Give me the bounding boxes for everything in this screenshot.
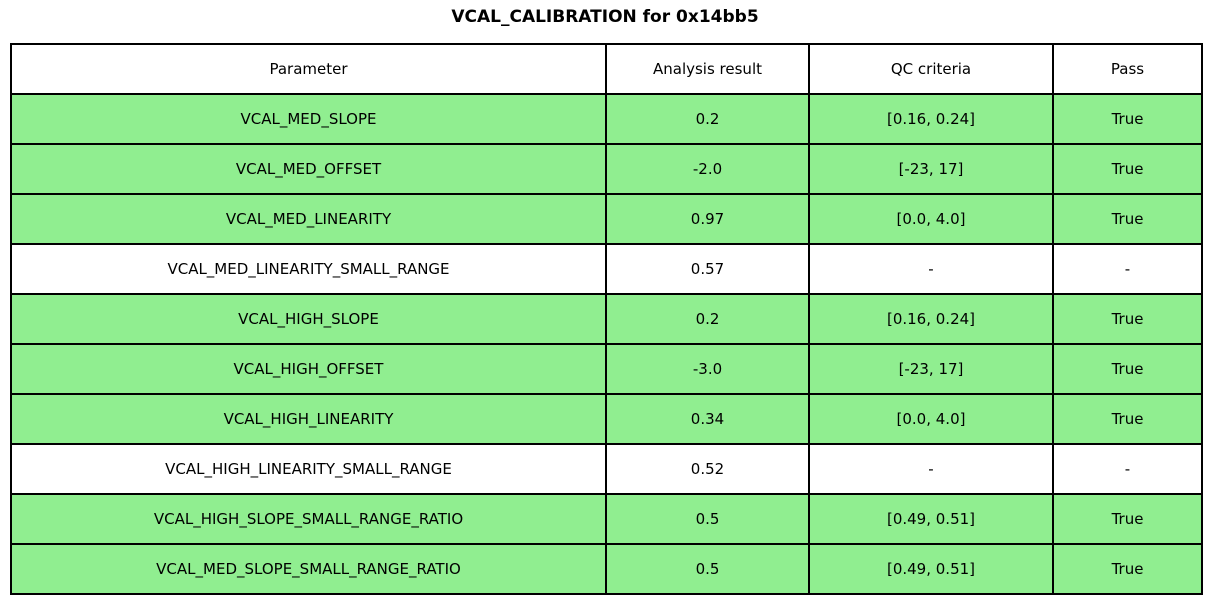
column-header-parameter: Parameter bbox=[10, 43, 607, 95]
column-header-qc-criteria: QC criteria bbox=[808, 43, 1054, 95]
cell-analysis-result: 0.57 bbox=[605, 243, 810, 295]
cell-pass: True bbox=[1052, 293, 1203, 345]
cell-qc-criteria: [-23, 17] bbox=[808, 143, 1054, 195]
cell-parameter: VCAL_HIGH_SLOPE bbox=[10, 293, 607, 345]
table-body: VCAL_MED_SLOPE 0.2 [0.16, 0.24] True VCAL_ME… bbox=[10, 93, 1203, 595]
column-header-analysis-result: Analysis result bbox=[605, 43, 810, 95]
table-row: VCAL_HIGH_LINEARITY_SMALL_RANGE 0.52- - bbox=[10, 443, 1203, 495]
cell-analysis-result: 0.97 bbox=[605, 193, 810, 245]
cell-qc-criteria: [0.16, 0.24] bbox=[808, 93, 1054, 145]
cell-parameter: VCAL_MED_LINEARITY bbox=[10, 193, 607, 245]
table-row: VCAL_HIGH_OFFSET -3.0 [-23, 17] True bbox=[10, 343, 1203, 395]
table-row: VCAL_MED_SLOPE_SMALL_RANGE_RATIO 0.5 [0.49… bbox=[10, 543, 1203, 595]
table-row: VCAL_MED_OFFSET -2.0 [-23, 17] True bbox=[10, 143, 1203, 195]
cell-analysis-result: 0.2 bbox=[605, 293, 810, 345]
table-row: VCAL_MED_LINEARITY 0.97 [0.0, 4.0] True bbox=[10, 193, 1203, 245]
cell-pass: True bbox=[1052, 493, 1203, 545]
header-row: Parameter Analysis result QC criteria Pass bbox=[10, 43, 1203, 95]
cell-qc-criteria: [0.49, 0.51] bbox=[808, 493, 1054, 545]
cell-qc-criteria: [0.16, 0.24] bbox=[808, 293, 1054, 345]
cell-qc-criteria: [0.0, 4.0] bbox=[808, 393, 1054, 445]
cell-analysis-result: 0.34 bbox=[605, 393, 810, 445]
cell-qc-criteria: [0.49, 0.51] bbox=[808, 543, 1054, 595]
cell-analysis-result: 0.5 bbox=[605, 493, 810, 545]
table-row: VCAL_HIGH_LINEARITY 0.34 [0.0, 4.0] True bbox=[10, 393, 1203, 445]
cell-analysis-result: 0.5 bbox=[605, 543, 810, 595]
cell-pass: True bbox=[1052, 93, 1203, 145]
column-header-pass: Pass bbox=[1052, 43, 1203, 95]
qc-results-table: Parameter Analysis result QC criteria Pass … bbox=[10, 43, 1203, 595]
table-row: VCAL_HIGH_SLOPE 0.2 [0.16, 0.24] True bbox=[10, 293, 1203, 345]
cell-pass: True bbox=[1052, 193, 1203, 245]
cell-parameter: VCAL_HIGH_LINEARITY_SMALL_RANGE bbox=[10, 443, 607, 495]
cell-qc-criteria: [-23, 17] bbox=[808, 343, 1054, 395]
cell-parameter: VCAL_HIGH_SLOPE_SMALL_RANGE_RATIO bbox=[10, 493, 607, 545]
cell-pass: True bbox=[1052, 393, 1203, 445]
cell-qc-criteria: - bbox=[808, 243, 1054, 295]
cell-analysis-result: 0.52 bbox=[605, 443, 810, 495]
table-row: VCAL_HIGH_SLOPE_SMALL_RANGE_RATIO 0.5 [0.4… bbox=[10, 493, 1203, 545]
table-row: VCAL_MED_LINEARITY_SMALL_RANGE 0.57- - bbox=[10, 243, 1203, 295]
cell-pass: True bbox=[1052, 343, 1203, 395]
table-row: VCAL_MED_SLOPE 0.2 [0.16, 0.24] True bbox=[10, 93, 1203, 145]
cell-analysis-result: -2.0 bbox=[605, 143, 810, 195]
cell-analysis-result: 0.2 bbox=[605, 93, 810, 145]
cell-parameter: VCAL_MED_SLOPE bbox=[10, 93, 607, 145]
figure-title: VCAL_CALIBRATION for 0x14bb5 bbox=[451, 7, 759, 27]
cell-parameter: VCAL_MED_LINEARITY_SMALL_RANGE bbox=[10, 243, 607, 295]
cell-parameter: VCAL_MED_SLOPE_SMALL_RANGE_RATIO bbox=[10, 543, 607, 595]
cell-pass: - bbox=[1052, 443, 1203, 495]
cell-parameter: VCAL_MED_OFFSET bbox=[10, 143, 607, 195]
cell-analysis-result: -3.0 bbox=[605, 343, 810, 395]
cell-pass: True bbox=[1052, 543, 1203, 595]
cell-parameter: VCAL_HIGH_OFFSET bbox=[10, 343, 607, 395]
cell-qc-criteria: [0.0, 4.0] bbox=[808, 193, 1054, 245]
cell-qc-criteria: - bbox=[808, 443, 1054, 495]
cell-pass: True bbox=[1052, 143, 1203, 195]
cell-parameter: VCAL_HIGH_LINEARITY bbox=[10, 393, 607, 445]
cell-pass: - bbox=[1052, 243, 1203, 295]
